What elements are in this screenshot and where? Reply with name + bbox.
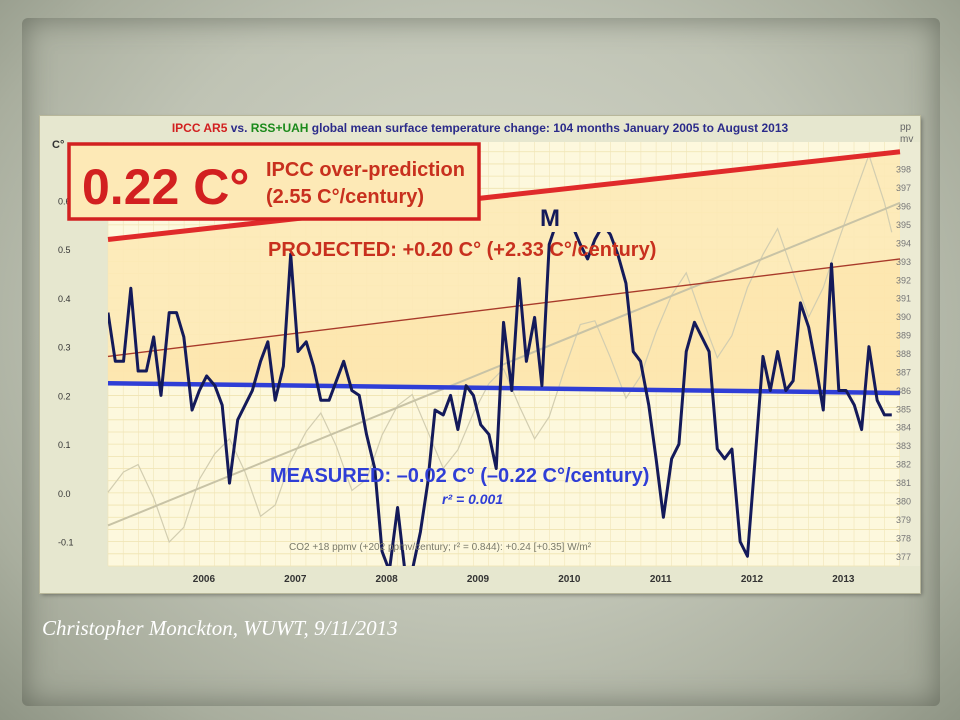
ipcc-trend-line — [107, 149, 901, 242]
y-tick-label-left: -0.1 — [58, 538, 74, 548]
y-tick-label-left: 0.2 — [58, 391, 71, 401]
x-tick-label: 2012 — [741, 574, 764, 585]
right-axis-label-2: mv — [900, 134, 913, 145]
y-tick-label-left: 0.0 — [58, 489, 71, 499]
ipcc-box-text-line1: IPCC over-prediction — [266, 159, 465, 181]
y-tick-label-right: 380 — [896, 496, 911, 506]
y-tick-label-right: 388 — [896, 349, 911, 359]
y-tick-label-left: 0.4 — [58, 294, 71, 304]
chart: IPCC AR5 vs. RSS+UAH global mean surface… — [40, 116, 920, 593]
y-tick-label-left: 0.5 — [58, 245, 71, 255]
y-tick-label-right: 385 — [896, 404, 911, 414]
x-tick-label: 2006 — [193, 574, 216, 585]
y-tick-label-right: 381 — [896, 478, 911, 488]
caption: Christopher Monckton, WUWT, 9/11/2013 — [42, 616, 398, 640]
y-tick-label-right: 389 — [896, 331, 911, 341]
left-axis-ticks: 0.6 0.5 0.4 0.3 0.2 0.1 0.0 -0.1 — [58, 196, 74, 547]
projected-label: PROJECTED: +0.20 C° (+2.33 C°/century) — [268, 239, 656, 261]
m-label: M — [540, 205, 560, 232]
y-tick-label-left: 0.3 — [58, 343, 71, 353]
measured-series-line — [108, 232, 892, 566]
y-tick-label-right: 387 — [896, 367, 911, 377]
y-tick-label-right: 397 — [896, 183, 911, 193]
right-axis-strip — [900, 142, 920, 566]
chart-panel: IPCC AR5 vs. RSS+UAH global mean surface… — [40, 116, 920, 593]
co2-series-line — [107, 153, 893, 544]
measured-series — [108, 232, 892, 566]
measured-label: MEASURED: –0.02 C° (–0.22 C°/century) — [270, 465, 649, 487]
y-tick-label-right: 395 — [896, 220, 911, 230]
x-axis-ticks: 2006 2007 2008 2009 2010 2011 2012 2013 — [193, 574, 855, 585]
co2-series — [107, 153, 893, 544]
x-tick-label: 2013 — [832, 574, 855, 585]
left-axis-label: C° — [52, 139, 64, 151]
y-tick-label-left: 0.1 — [58, 440, 71, 450]
y-tick-label-right: 378 — [896, 533, 911, 543]
co2-trend-line — [107, 201, 901, 527]
y-tick-label-right: 393 — [896, 257, 911, 267]
measured-trend-line — [107, 380, 901, 396]
y-tick-label-right: 396 — [896, 202, 911, 212]
x-tick-label: 2009 — [467, 574, 490, 585]
x-tick-label: 2007 — [284, 574, 307, 585]
y-tick-label-right: 391 — [896, 294, 911, 304]
x-tick-label: 2010 — [558, 574, 581, 585]
y-tick-label-right: 377 — [896, 552, 911, 562]
x-tick-label: 2008 — [375, 574, 398, 585]
y-tick-label-left: 0.6 — [58, 196, 71, 206]
y-tick-label-right: 383 — [896, 441, 911, 451]
y-tick-label-right: 392 — [896, 275, 911, 285]
r-squared-label: r² = 0.001 — [442, 491, 503, 507]
y-tick-label-right: 384 — [896, 423, 911, 433]
y-tick-label-right: 394 — [896, 238, 911, 248]
y-tick-label-right: 398 — [896, 165, 911, 175]
chart-title-part: RSS+UAH — [251, 121, 309, 135]
y-tick-label-right: 382 — [896, 460, 911, 470]
ipcc-box-text-line2: (2.55 C°/century) — [266, 186, 424, 208]
y-tick-label-right: 390 — [896, 312, 911, 322]
chart-title-part: IPCC AR5 — [172, 121, 228, 135]
y-tick-label-right: 379 — [896, 515, 911, 525]
ipcc-over-prediction-box: 0.22 C° IPCC over-prediction (2.55 C°/ce… — [67, 142, 481, 221]
co2-label: CO2 +18 ppmv (+202 ppmv/century; r² = 0.… — [289, 542, 592, 553]
chart-title-part: global mean surface temperature change: … — [308, 121, 788, 135]
right-axis-label-1: pp — [900, 122, 912, 133]
x-tick-label: 2011 — [650, 574, 672, 585]
y-tick-label-right: 386 — [896, 386, 911, 396]
ipcc-box-value: 0.22 C° — [82, 159, 249, 215]
chart-title: IPCC AR5 vs. RSS+UAH global mean surface… — [172, 121, 789, 135]
right-axis-ticks: 398 397 396 395 394 393 392 391 390 389 388 387 386 3… — [896, 142, 920, 566]
chart-title-part: vs. — [227, 121, 250, 135]
projected-trend-line — [107, 258, 901, 358]
trend-lines — [107, 149, 901, 527]
